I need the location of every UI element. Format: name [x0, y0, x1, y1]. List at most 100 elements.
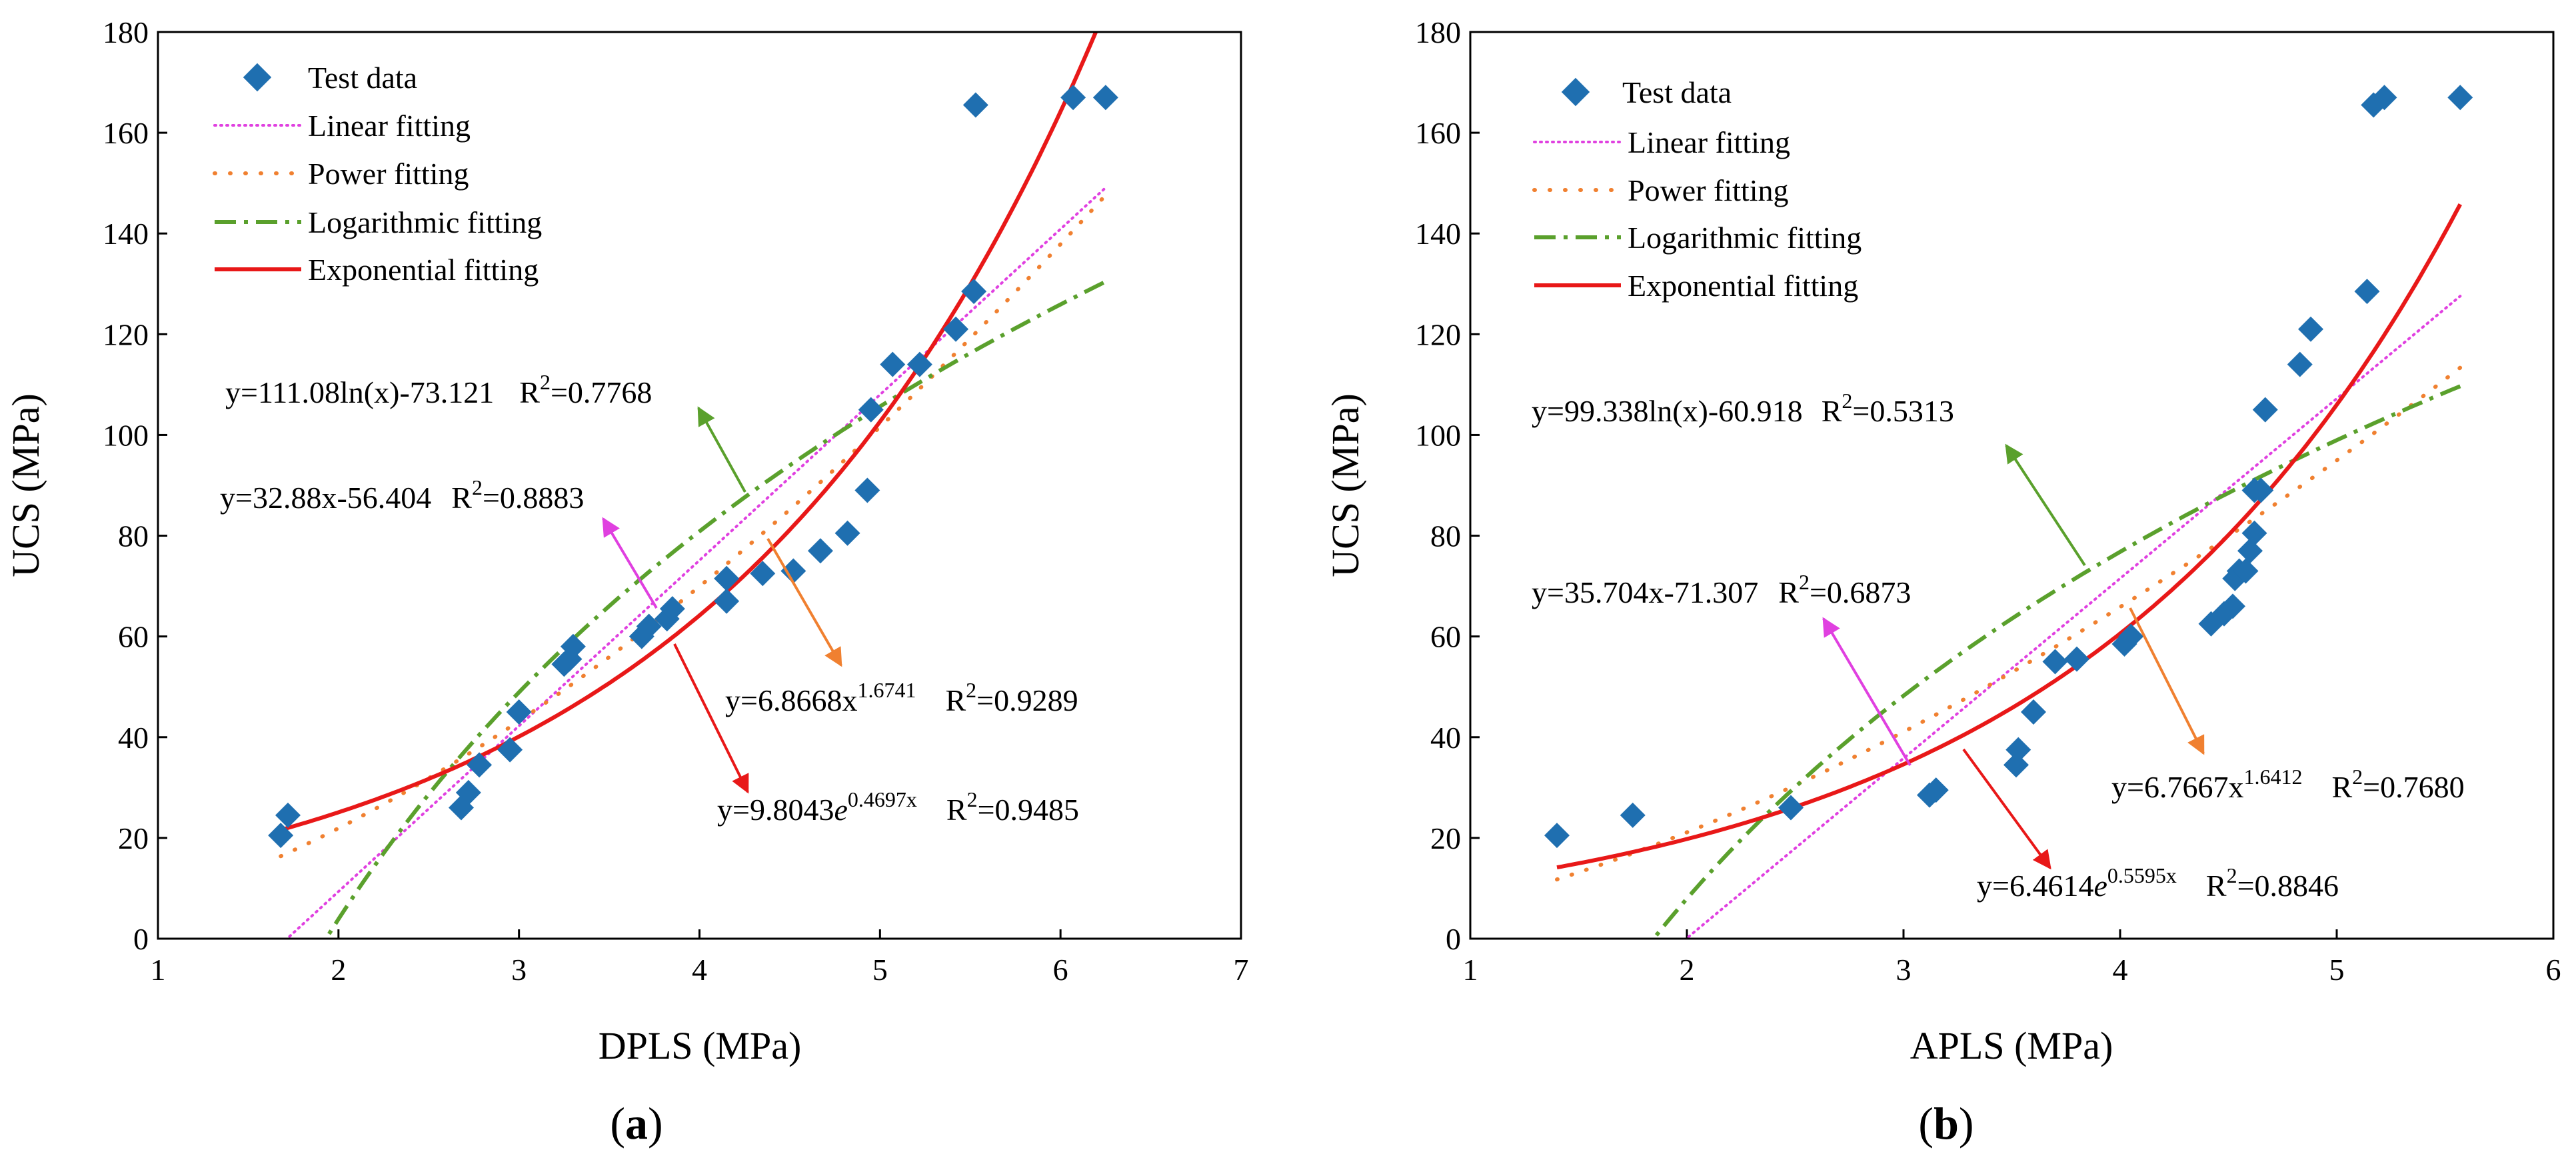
- data-point: [467, 752, 493, 778]
- x-tick-label: 5: [872, 953, 888, 987]
- axis-ticks-a: 1 2 3 4 5 6 7 0 20 40 60 80 100 120 140 160 180: [103, 15, 1249, 987]
- y-tick-label: 80: [1430, 519, 1461, 553]
- x-tick-label: 6: [2546, 953, 2561, 987]
- panel-label-a: (a): [610, 1098, 662, 1149]
- x-tick-label: 1: [151, 953, 166, 987]
- legend-label-exp: Exponential fitting: [1628, 269, 1858, 303]
- data-point: [275, 802, 301, 828]
- x-tick-label: 7: [1234, 953, 1249, 987]
- legend-label-data: Test data: [1622, 75, 1732, 109]
- data-point: [2021, 699, 2046, 725]
- legend-label-power: Power fitting: [308, 157, 469, 191]
- data-point: [2371, 85, 2397, 111]
- data-point: [2248, 477, 2274, 503]
- y-tick-label: 160: [1415, 116, 1461, 150]
- legend-label-log: Logarithmic fitting: [308, 205, 542, 239]
- equation-exp-b: y=6.4614e0.5595x R2=0.8846: [1977, 863, 2339, 903]
- data-point: [906, 351, 932, 377]
- arrow-log-b: [2005, 443, 2086, 567]
- y-tick-label: 60: [118, 620, 149, 654]
- equation-power-b: y=6.7667x1.6412 R2=0.7680: [2111, 765, 2465, 804]
- y-tick-label: 0: [1446, 922, 1461, 956]
- y-tick-label: 100: [103, 418, 149, 452]
- equation-log-b: y=99.338ln(x)-60.918 R2=0.5313: [1532, 389, 1954, 428]
- x-tick-label: 3: [511, 953, 527, 987]
- data-point: [1060, 85, 1086, 111]
- x-tick-label: 2: [331, 953, 346, 987]
- x-axis-title-b: APLS (MPa): [1910, 1024, 2113, 1067]
- y-tick-label: 120: [1415, 317, 1461, 351]
- data-point: [2118, 623, 2144, 649]
- arrow-power-b: [2129, 607, 2205, 755]
- data-point: [834, 520, 860, 546]
- panel-label-b: (b): [1918, 1098, 1973, 1149]
- data-point: [714, 588, 740, 614]
- arrow-exp-a: [673, 643, 749, 794]
- fit-curve-power: [1555, 365, 2463, 882]
- data-point: [2003, 752, 2029, 778]
- arrow-power-a: [766, 537, 842, 667]
- y-tick-label: 40: [1430, 721, 1461, 755]
- data-point: [2064, 646, 2089, 672]
- data-point: [506, 699, 532, 725]
- data-point: [560, 633, 586, 659]
- data-point: [962, 92, 988, 118]
- chart-panel-a: 1 2 3 4 5 6 7 0 20 40 60 80 100 120 140 160 180 Test dat…: [4, 15, 1249, 1149]
- data-point: [2042, 649, 2068, 675]
- legend-label-power: Power fitting: [1628, 173, 1788, 207]
- y-tick-label: 60: [1430, 620, 1461, 654]
- data-point: [2298, 316, 2323, 342]
- legend-marker-data: [1561, 77, 1590, 107]
- data-point: [1620, 802, 1646, 828]
- data-point: [2220, 593, 2245, 619]
- legend-label-exp: Exponential fitting: [308, 253, 539, 287]
- y-tick-label: 100: [1415, 418, 1461, 452]
- equation-linear-b: y=35.704x-71.307 R2=0.6873: [1532, 570, 1911, 609]
- data-point: [780, 558, 806, 584]
- x-tick-label: 6: [1053, 953, 1068, 987]
- y-tick-label: 140: [103, 217, 149, 251]
- arrow-exp-b: [1962, 748, 2051, 870]
- equation-log-a: y=111.08ln(x)-73.121 R2=0.7768: [225, 370, 652, 409]
- legend-label-log: Logarithmic fitting: [1628, 221, 1862, 255]
- data-point: [858, 397, 884, 423]
- x-tick-label: 5: [2329, 953, 2345, 987]
- x-tick-label: 4: [692, 953, 707, 987]
- data-point: [2354, 279, 2380, 305]
- arrow-linear-a: [602, 517, 658, 609]
- y-tick-label: 80: [118, 519, 149, 553]
- data-point: [1778, 795, 1804, 821]
- plot-frame-b: [1469, 31, 2555, 940]
- data-point: [807, 538, 833, 564]
- equation-power-a: y=6.8668x1.6741 R2=0.9289: [725, 678, 1078, 717]
- x-tick-label: 4: [2113, 953, 2128, 987]
- legend-label-linear: Linear fitting: [1628, 125, 1790, 159]
- y-tick-label: 140: [1415, 217, 1461, 251]
- fit-curve-linear: [285, 186, 1107, 939]
- y-tick-label: 180: [1415, 15, 1461, 49]
- y-axis-title-a: UCS (MPa): [4, 393, 47, 577]
- data-point: [854, 477, 880, 503]
- data-point: [961, 279, 987, 305]
- arrow-log-a: [697, 406, 746, 493]
- data-point: [2287, 351, 2313, 377]
- data-point: [943, 316, 969, 342]
- legend-marker-data: [243, 63, 272, 92]
- data-point: [714, 565, 740, 591]
- legend-label-linear: Linear fitting: [308, 109, 471, 143]
- data-point: [1544, 823, 1570, 849]
- y-tick-label: 40: [118, 721, 149, 755]
- fit-curve-linear: [1684, 295, 2462, 939]
- data-point: [2252, 397, 2278, 423]
- x-tick-label: 1: [1463, 953, 1478, 987]
- x-tick-label: 2: [1680, 953, 1695, 987]
- fit-curve-log: [1651, 384, 2461, 939]
- y-tick-label: 180: [103, 15, 149, 49]
- fit-curves-b: [1555, 203, 2463, 939]
- legend-b: Test data Linear fitting Power fitting L…: [1532, 75, 1862, 303]
- data-point: [636, 613, 662, 639]
- data-point: [750, 561, 776, 587]
- y-tick-label: 20: [1430, 821, 1461, 855]
